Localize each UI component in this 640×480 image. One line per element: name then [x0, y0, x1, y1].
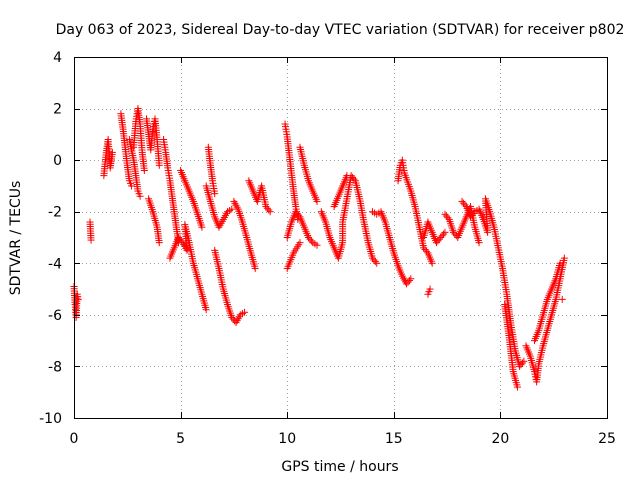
data-point	[368, 254, 376, 262]
data-point	[441, 228, 449, 236]
data-point	[228, 313, 236, 321]
data-point	[305, 234, 313, 241]
data-point	[442, 212, 450, 220]
data-point	[422, 247, 430, 255]
data-point	[468, 211, 476, 219]
data-point	[405, 276, 413, 284]
y-tick-label: -6	[48, 308, 62, 324]
data-point	[370, 256, 378, 264]
data-point	[108, 148, 116, 156]
data-point	[518, 359, 526, 367]
data-point	[313, 241, 321, 249]
chart-title: Day 063 of 2023, Sidereal Day-to-day VTE…	[56, 22, 625, 38]
data-point	[403, 280, 411, 288]
data-point	[513, 383, 521, 391]
data-point	[467, 213, 475, 221]
data-point	[262, 203, 270, 211]
data-point	[407, 275, 415, 283]
y-tick-label: -8	[48, 359, 62, 375]
data-point	[451, 230, 459, 238]
y-tick-labels: -10 -8 -6 -4 -2 0 2 4	[39, 50, 62, 427]
data-point	[87, 236, 95, 244]
data-point	[211, 190, 219, 198]
data-point	[517, 361, 525, 369]
data-point	[74, 295, 82, 303]
data-point	[176, 235, 184, 243]
data-point	[202, 306, 210, 314]
data-point	[428, 259, 436, 267]
x-tick-label: 25	[598, 431, 616, 447]
y-tick-label: -10	[39, 411, 62, 427]
data-point	[373, 259, 381, 267]
data-point	[459, 199, 467, 207]
data-point	[155, 239, 163, 247]
data-point	[435, 235, 443, 243]
x-tick-label: 5	[176, 431, 185, 447]
data-point	[444, 214, 452, 222]
data-point	[420, 244, 428, 252]
data-point	[437, 234, 445, 241]
data-point	[516, 362, 524, 370]
data-point	[295, 211, 303, 219]
data-point	[469, 209, 477, 217]
data-point	[350, 175, 358, 183]
data-point	[458, 197, 466, 205]
data-point	[155, 161, 163, 169]
y-tick-label: 4	[53, 50, 62, 66]
plot-frame	[74, 57, 608, 419]
data-point	[404, 278, 412, 286]
data-point	[438, 232, 446, 240]
data-point	[461, 201, 469, 209]
data-point	[520, 357, 528, 365]
x-tick-label: 0	[70, 431, 79, 447]
data-point	[266, 208, 274, 216]
data-point	[343, 172, 351, 180]
data-point	[556, 259, 564, 267]
data-point	[296, 239, 304, 247]
data-point	[560, 254, 568, 262]
data-point	[349, 173, 357, 181]
data-point	[241, 308, 249, 316]
y-tick-label: -4	[48, 256, 62, 272]
y-tick-label: 0	[53, 153, 62, 169]
data-point	[292, 208, 300, 216]
y-tick-label: -2	[48, 205, 62, 221]
data-point	[440, 230, 448, 238]
data-points	[70, 105, 568, 391]
data-point	[426, 285, 434, 293]
y-tick-label: 2	[53, 102, 62, 118]
x-tick-label: 10	[278, 431, 296, 447]
data-point	[306, 235, 314, 243]
data-point	[140, 166, 148, 174]
data-point	[558, 295, 566, 303]
data-point	[228, 205, 236, 213]
axis-ticks	[74, 57, 608, 419]
x-tick-labels: 0 5 10 15 20 25	[70, 431, 616, 447]
data-point	[128, 182, 136, 190]
data-point	[263, 204, 271, 212]
data-point	[313, 197, 321, 205]
data-point	[136, 192, 144, 200]
data-point	[421, 246, 429, 254]
data-point	[434, 237, 442, 245]
data-point	[251, 264, 259, 272]
x-tick-label: 20	[491, 431, 509, 447]
data-point	[449, 228, 457, 236]
data-point	[441, 210, 449, 218]
data-point	[371, 258, 379, 266]
data-point	[307, 237, 315, 245]
data-point	[265, 206, 273, 214]
data-point	[198, 223, 206, 231]
data-point	[293, 209, 301, 217]
x-axis-label: GPS time / hours	[281, 459, 398, 475]
data-point	[475, 239, 483, 247]
data-point	[174, 234, 182, 241]
data-point	[432, 239, 440, 247]
y-axis-label: SDTVAR / TECUs	[8, 181, 24, 296]
x-tick-label: 15	[385, 431, 403, 447]
